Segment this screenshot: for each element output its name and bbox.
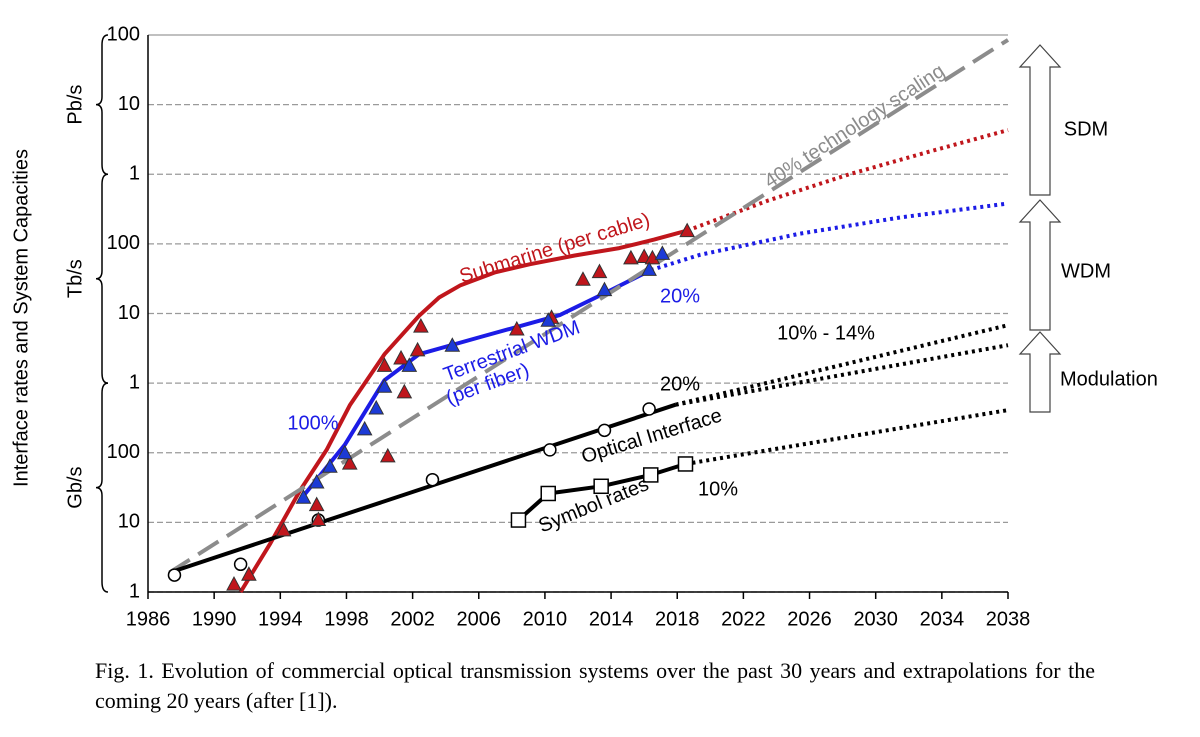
triangle-marker <box>591 263 608 279</box>
x-tick-label: 2018 <box>655 608 700 630</box>
y-tick-label: 1 <box>129 371 140 393</box>
triangle-marker <box>393 349 409 365</box>
series-line <box>685 408 1009 466</box>
annotation: 10% <box>698 478 738 500</box>
x-tick-label: 2014 <box>589 608 634 630</box>
annotation: 100% <box>287 412 338 434</box>
triangle-marker <box>308 496 325 512</box>
circle-marker <box>425 472 440 487</box>
triangle-marker <box>241 566 257 581</box>
unit-brace <box>95 173 109 384</box>
square-marker <box>593 478 609 495</box>
chart: 1 10 100 1 10 100 1 10 100 1986 1990 1994 1998 2002 20… <box>10 23 1158 630</box>
arrow-label: SDM <box>1064 118 1108 140</box>
x-tick-label: 1986 <box>126 608 171 630</box>
annotation: 10% - 14% <box>777 322 875 344</box>
circle-marker <box>642 402 656 416</box>
triangle-marker <box>376 357 393 372</box>
x-tick-label: 2022 <box>721 608 766 630</box>
triangle-marker <box>322 458 338 473</box>
unit-label: Gb/s <box>64 466 86 508</box>
arrow-label: WDM <box>1061 260 1111 282</box>
arrow-label: Modulation <box>1060 368 1158 390</box>
triangle-marker <box>575 271 591 286</box>
y-tick-label: 10 <box>118 511 140 533</box>
triangle-marker <box>295 489 312 504</box>
triangle-marker <box>623 249 639 265</box>
series-line <box>168 402 677 575</box>
y-tick-label: 100 <box>107 441 140 463</box>
arrow <box>1018 44 1062 196</box>
triangle-marker <box>679 222 695 238</box>
annotation: 20% <box>660 285 700 307</box>
series-line <box>686 128 1009 233</box>
circle-marker <box>543 443 557 457</box>
x-tick-label: 2010 <box>523 608 568 630</box>
triangle-marker <box>356 420 373 436</box>
triangle-marker <box>409 341 426 357</box>
series-line <box>675 323 1009 407</box>
triangle-marker <box>641 261 657 276</box>
square-marker <box>643 467 659 483</box>
triangle-marker <box>308 473 325 489</box>
triangle-marker <box>336 444 353 460</box>
x-tick-label: 2006 <box>457 608 502 630</box>
caption: Fig. 1. Evolution of commercial optical … <box>95 658 1095 713</box>
arrow <box>1018 199 1062 331</box>
y-tick-label: 1 <box>129 580 140 602</box>
triangle-marker <box>226 576 242 591</box>
series-line <box>675 343 1009 407</box>
triangle-marker <box>596 281 613 297</box>
y-axis-title: Interface rates and System Capacities <box>10 149 32 487</box>
unit-label: Tb/s <box>64 259 86 298</box>
triangle-marker <box>310 511 327 526</box>
x-tick-label: 2038 <box>986 608 1031 630</box>
triangle-marker <box>368 399 385 415</box>
triangle-marker <box>275 521 292 537</box>
series-line <box>238 228 688 594</box>
circle-marker <box>597 423 612 438</box>
y-tick-label: 10 <box>118 93 140 115</box>
y-tick-label: 1 <box>129 163 140 185</box>
x-tick-label: 1990 <box>192 608 237 630</box>
square-marker <box>677 456 694 472</box>
triangle-marker <box>654 245 671 260</box>
circle-marker <box>233 557 248 572</box>
x-tick-label: 2002 <box>390 608 435 630</box>
square-marker <box>510 512 527 528</box>
triangle-marker <box>401 357 418 372</box>
annotation: 20% <box>660 373 700 395</box>
series-line <box>650 201 1009 273</box>
triangle-marker <box>376 378 393 393</box>
triangle-marker <box>379 447 396 463</box>
y-tick-label: 100 <box>107 23 140 45</box>
unit-brace <box>95 382 109 593</box>
series-line <box>168 38 1010 575</box>
x-tick-label: 2026 <box>787 608 832 630</box>
y-tick-label: 10 <box>118 302 140 324</box>
x-tick-label: 2030 <box>853 608 898 630</box>
triangle-marker <box>508 320 525 336</box>
y-tick-label: 100 <box>107 232 140 254</box>
x-tick-label: 1994 <box>258 608 303 630</box>
square-marker <box>540 485 556 502</box>
unit-label: Pb/s <box>64 85 86 125</box>
circle-marker <box>167 568 182 582</box>
triangle-marker <box>413 318 429 333</box>
unit-brace <box>95 34 109 175</box>
triangle-marker <box>396 383 413 399</box>
triangle-marker <box>444 337 461 352</box>
arrow <box>1018 331 1062 413</box>
triangle-marker <box>341 455 358 470</box>
x-tick-label: 1998 <box>324 608 369 630</box>
triangle-marker <box>540 312 557 327</box>
x-tick-label: 2034 <box>920 608 965 630</box>
